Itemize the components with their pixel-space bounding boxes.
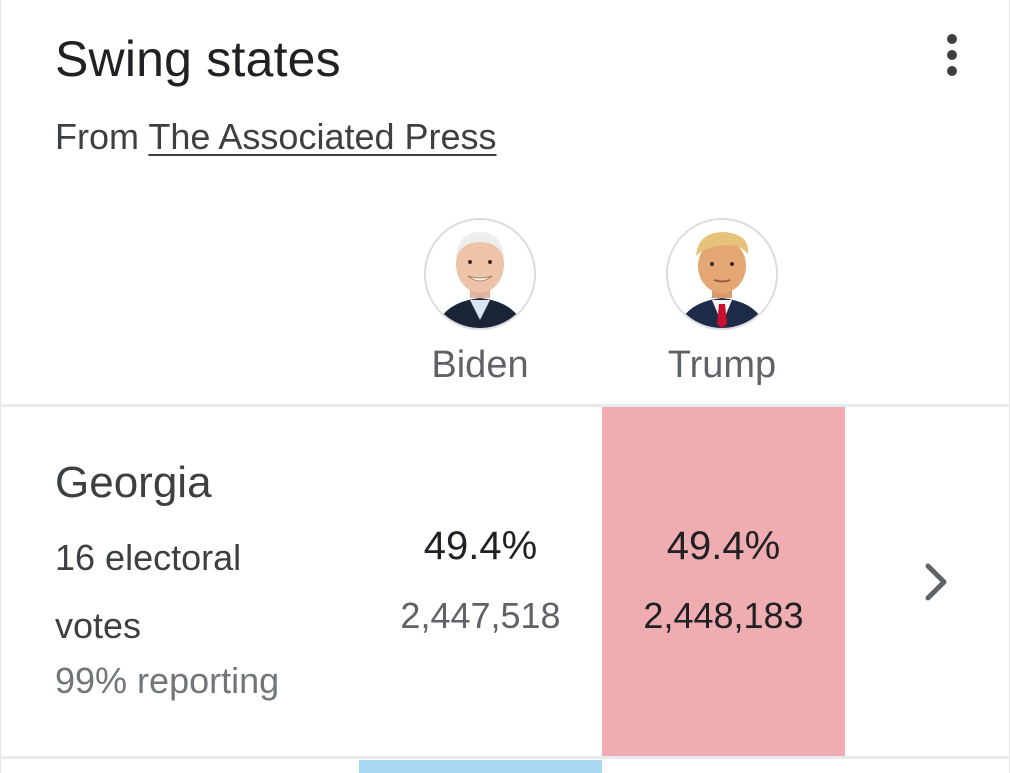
row-divider-bottom: [0, 756, 1010, 759]
leader-highlight-trump: [602, 407, 845, 756]
trump-photo: [666, 218, 778, 330]
source-line: From The Associated Press: [55, 116, 497, 158]
next-row-leader-highlight: [359, 760, 602, 773]
state-name: Georgia: [55, 458, 212, 507]
reporting-status: 99% reporting: [55, 660, 280, 701]
trump-votes: 2,448,183: [643, 595, 804, 636]
more-vert-icon[interactable]: [936, 30, 970, 80]
source-link[interactable]: The Associated Press: [148, 116, 497, 157]
candidate-name-trump: Trump: [667, 344, 777, 386]
candidate-name-biden: Biden: [431, 344, 529, 386]
candidate-header-biden: Biden: [360, 218, 600, 387]
candidate-header-trump: Trump: [602, 218, 842, 387]
card-title: Swing states: [55, 31, 341, 87]
biden-percent: 49.4%: [423, 524, 538, 568]
row-divider-top: [0, 404, 1010, 407]
trump-percent: 49.4%: [666, 524, 781, 568]
source-prefix: From: [55, 116, 139, 157]
chevron-right-icon[interactable]: [916, 562, 956, 602]
biden-photo: [424, 218, 536, 330]
biden-votes: 2,447,518: [400, 595, 561, 636]
card-left-edge: [0, 0, 1, 773]
electoral-votes: 16 electoral votes: [55, 537, 242, 646]
